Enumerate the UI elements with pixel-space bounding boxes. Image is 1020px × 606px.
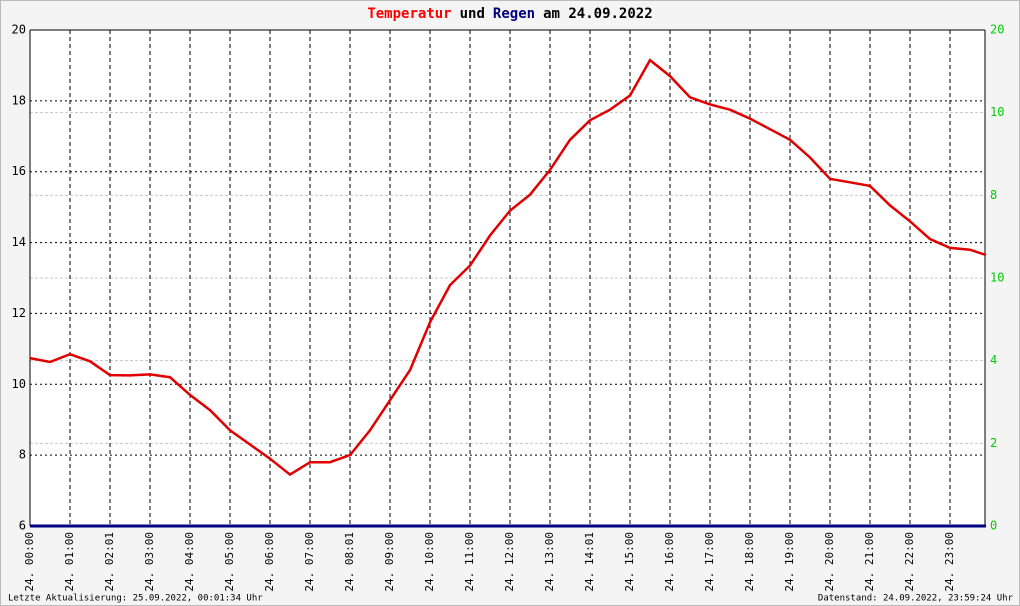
y-tick-label: 18 (12, 93, 26, 107)
x-tick-label: 24. 20:00 (823, 532, 836, 592)
title-part: Regen (493, 6, 535, 22)
footer-left: Letzte Aktualisierung: 25.09.2022, 00:01… (8, 594, 263, 604)
y-tick-label: 16 (12, 164, 26, 178)
x-tick-label: 24. 07:00 (303, 532, 316, 592)
x-tick-label: 24. 03:00 (143, 532, 156, 592)
x-tick-label: 24. 00:00 (23, 532, 36, 592)
y2-tick-label: 4 (990, 353, 997, 367)
x-tick-label: 24. 02:01 (103, 532, 116, 592)
chart-title: Temperatur und Regen am 24.09.2022 (367, 6, 652, 22)
x-tick-label: 24. 09:00 (383, 532, 396, 592)
x-tick-label: 24. 13:00 (543, 532, 556, 592)
x-tick-label: 24. 06:00 (263, 532, 276, 592)
x-tick-label: 24. 19:00 (783, 532, 796, 592)
y2-tick-label: 0 (990, 519, 997, 533)
footer-right: Datenstand: 24.09.2022, 23:59:24 Uhr (818, 594, 1014, 604)
y2-tick-label: 2 (990, 436, 997, 450)
y-tick-label: 6 (19, 519, 26, 533)
x-tick-label: 24. 16:00 (663, 532, 676, 592)
x-tick-label: 24. 22:00 (903, 532, 916, 592)
title-part: und (460, 6, 485, 22)
series-line (29, 58, 987, 477)
title-part: am 24.09.2022 (543, 6, 653, 22)
x-tick-label: 24. 18:00 (743, 532, 756, 592)
x-tick-label: 24. 10:00 (423, 532, 436, 592)
x-tick-label: 24. 15:00 (623, 532, 636, 592)
x-tick-label: 24. 21:00 (863, 532, 876, 592)
y2-tick-label: 10 (990, 105, 1004, 119)
x-tick-label: 24. 08:01 (343, 532, 356, 592)
y-tick-label: 14 (12, 235, 26, 249)
x-tick-label: 24. 17:00 (703, 532, 716, 592)
x-tick-label: 24. 23:00 (943, 532, 956, 592)
x-tick-label: 24. 11:00 (463, 532, 476, 592)
y2-tick-label: 10 (990, 271, 1004, 285)
y-tick-label: 20 (12, 23, 26, 37)
y-tick-label: 10 (12, 377, 26, 391)
x-tick-label: 24. 12:00 (503, 532, 516, 592)
x-tick-label: 24. 14:01 (583, 532, 596, 592)
title-part: Temperatur (367, 6, 451, 22)
x-tick-label: 24. 04:00 (183, 532, 196, 592)
x-tick-label: 24. 05:00 (223, 532, 236, 592)
y2-tick-label: 8 (990, 188, 997, 202)
y2-tick-label: 20 (990, 23, 1004, 37)
x-tick-label: 24. 01:00 (63, 532, 76, 592)
y-tick-label: 12 (12, 306, 26, 320)
y-tick-label: 8 (19, 448, 26, 462)
